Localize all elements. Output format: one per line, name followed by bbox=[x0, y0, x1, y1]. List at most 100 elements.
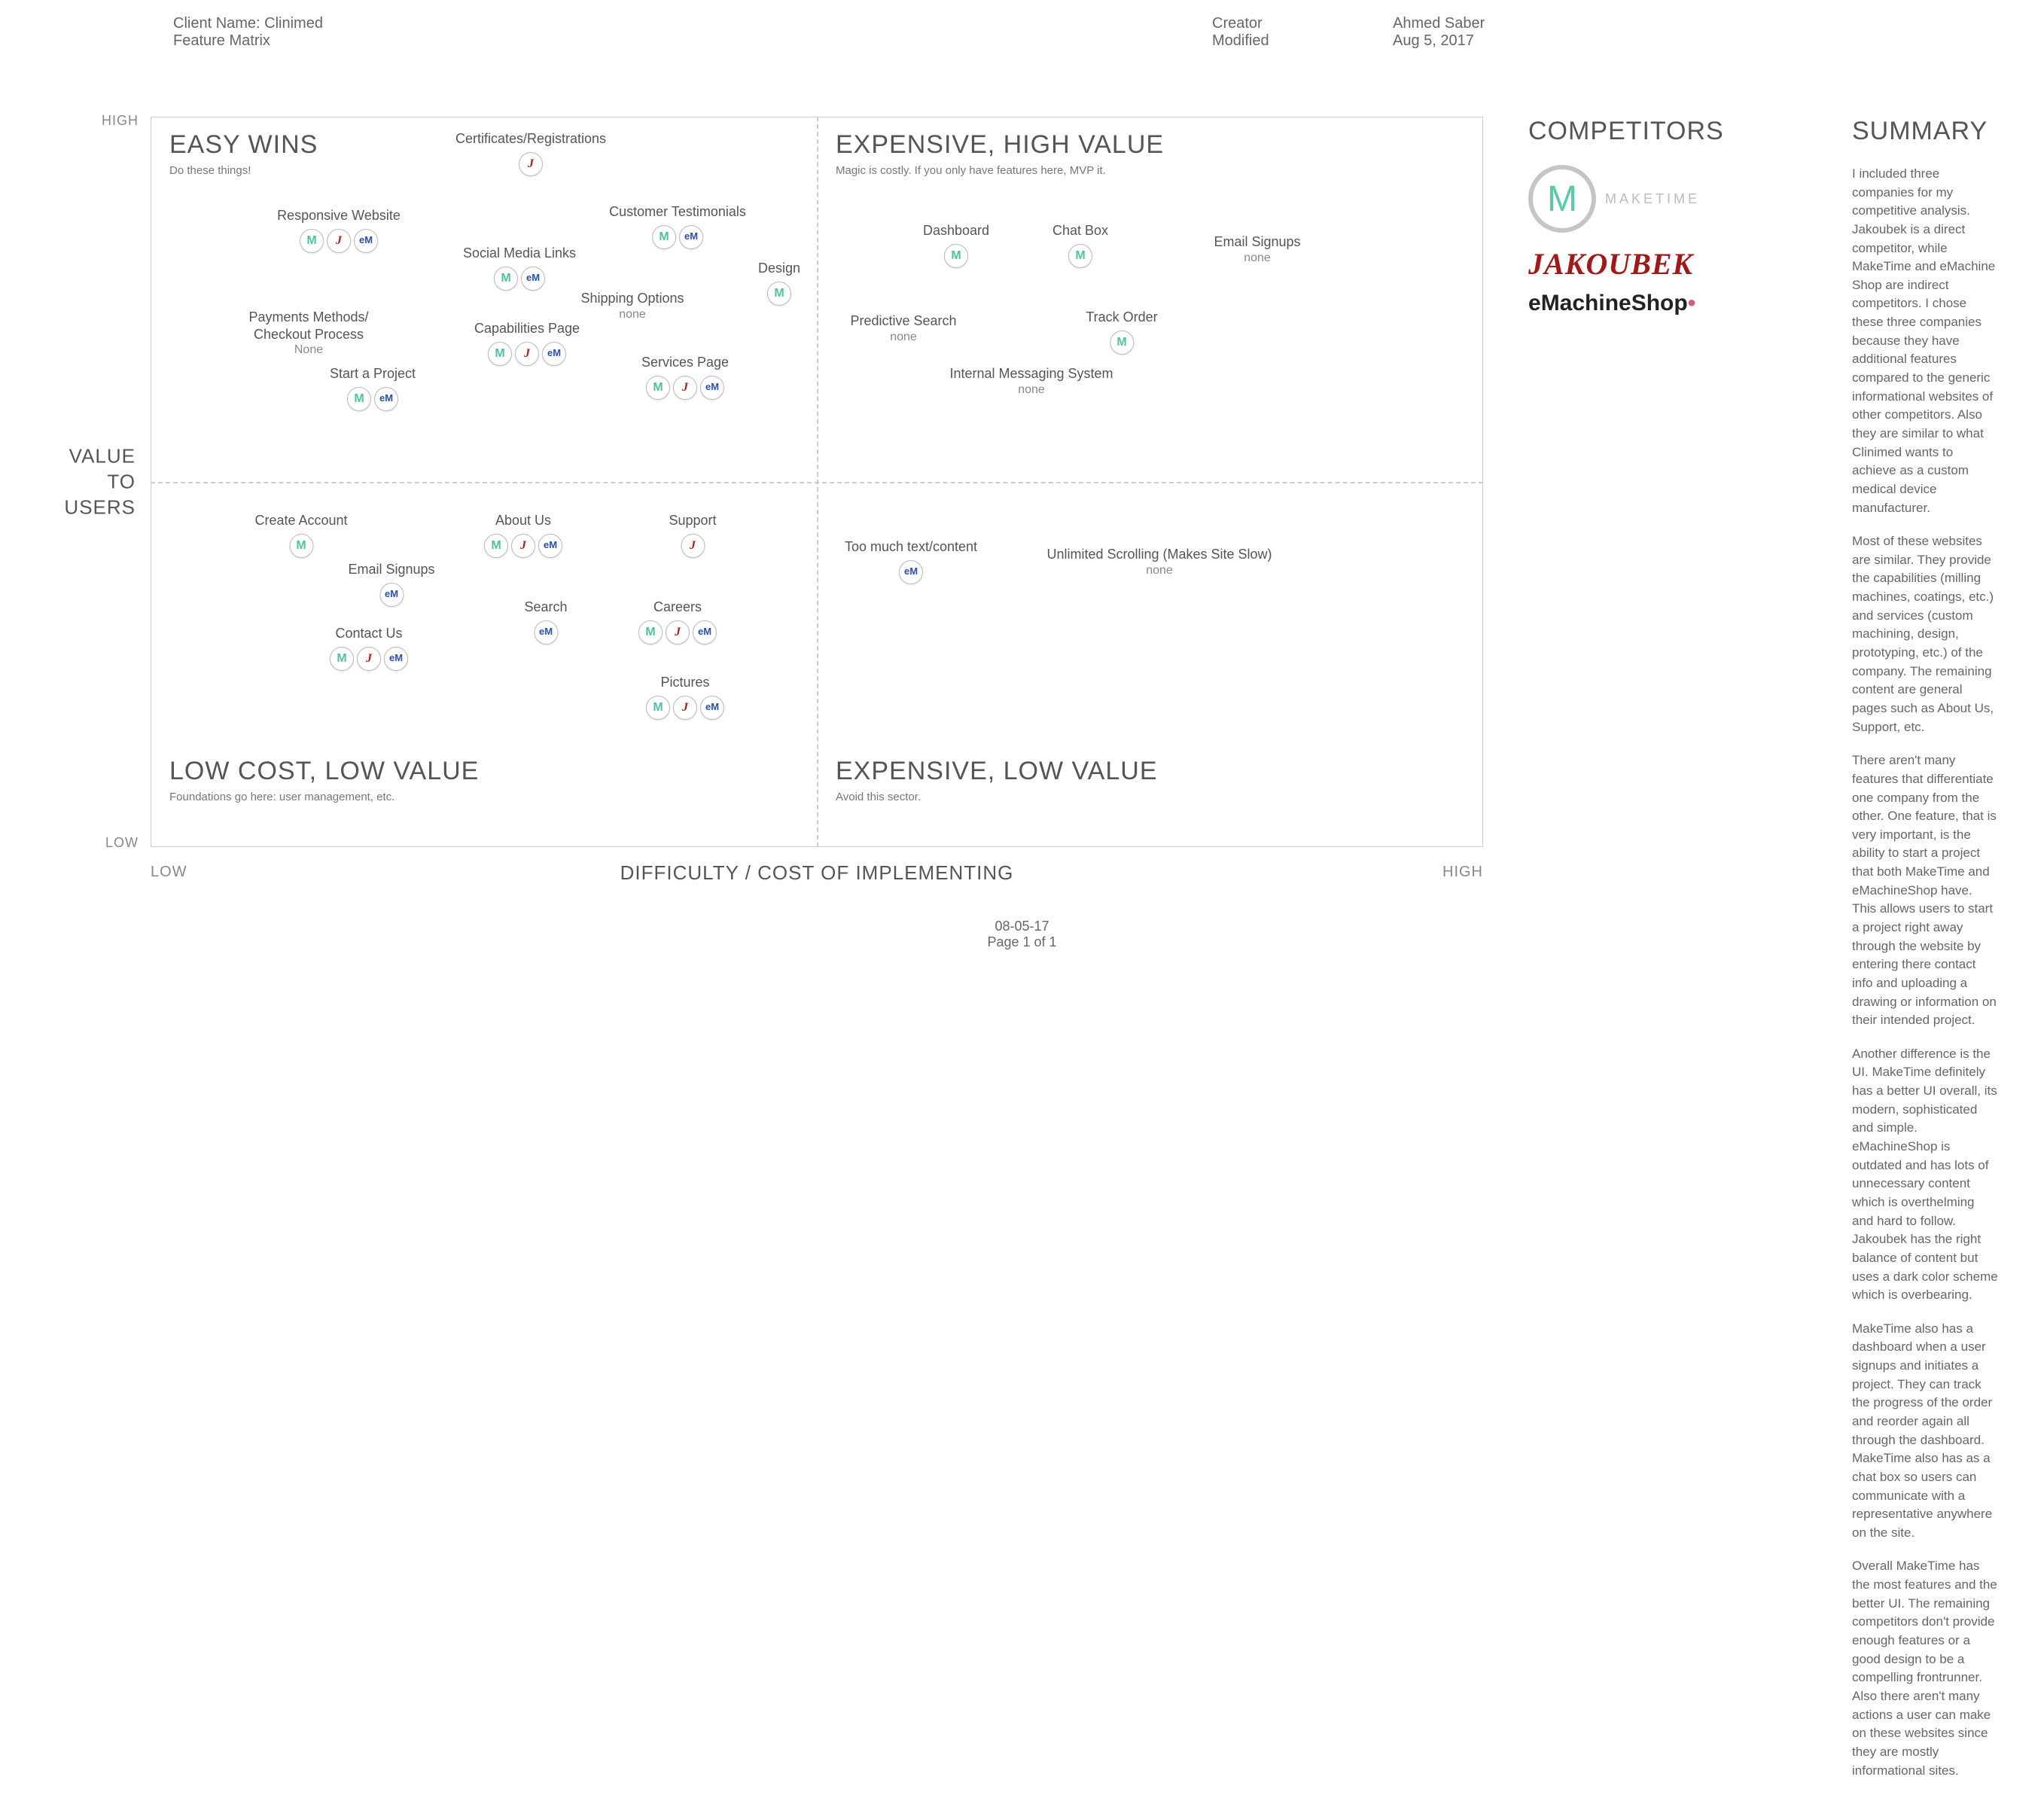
feature-aboutus: About UsMJeM bbox=[484, 512, 562, 558]
emachineshop-icon: eM bbox=[384, 647, 408, 671]
feature-services: Services Page MJeM bbox=[641, 354, 729, 400]
client-name: Client Name: Clinimed bbox=[173, 15, 323, 32]
emachineshop-icon: eM bbox=[354, 229, 378, 253]
feature-icons: eM bbox=[524, 620, 567, 645]
feature-label: Internal Messaging System bbox=[949, 365, 1113, 382]
feature-sublabel: none bbox=[949, 382, 1113, 398]
feature-icons: eM bbox=[348, 583, 434, 607]
feature-testimonials: Customer Testimonials MeM bbox=[609, 203, 746, 249]
emachineshop-icon: eM bbox=[693, 620, 717, 645]
feature-icons: MeM bbox=[463, 267, 576, 291]
logo-maketime: M MAKETIME bbox=[1528, 165, 1807, 233]
feature-icons: MeM bbox=[330, 387, 416, 411]
footer-page: Page 1 of 1 bbox=[987, 934, 1056, 950]
emachineshop-icon: eM bbox=[379, 583, 404, 607]
priority-matrix: HIGH LOW LOW HIGH DIFFICULTY / COST OF I… bbox=[151, 117, 1483, 847]
summary-paragraph: Another difference is the UI. MakeTime d… bbox=[1852, 1045, 1999, 1305]
feature-label: Track Order bbox=[1086, 309, 1157, 326]
feature-icons: MJeM bbox=[484, 534, 562, 558]
x-axis-low: LOW bbox=[151, 864, 187, 881]
modified-label: Modified bbox=[1212, 32, 1269, 50]
x-axis-label: DIFFICULTY / COST OF IMPLEMENTING bbox=[620, 861, 1014, 885]
feature-sublabel: None bbox=[248, 343, 368, 358]
feature-label: Shipping Options bbox=[580, 290, 684, 307]
summary-panel: SUMMARY I included three companies for m… bbox=[1852, 117, 1999, 1795]
feature-label: Services Page bbox=[641, 354, 729, 371]
feature-toomuch: Too much text/content eM bbox=[845, 538, 977, 584]
feature-icons: MJeM bbox=[641, 376, 729, 400]
feature-icons: MJeM bbox=[474, 342, 580, 366]
competitors-title: COMPETITORS bbox=[1528, 117, 1807, 146]
feature-icons: M bbox=[758, 282, 800, 306]
maketime-icon: M bbox=[1110, 331, 1134, 355]
feature-label: Email Signups bbox=[348, 561, 434, 578]
jakoubek-icon: J bbox=[673, 696, 697, 720]
summary-paragraph: Overall MakeTime has the most features a… bbox=[1852, 1557, 1999, 1780]
quadrant-expensive-high: EXPENSIVE, HIGH VALUE Magic is costly. I… bbox=[836, 130, 1164, 177]
emachineshop-icon: eM bbox=[538, 534, 562, 558]
feature-resp: Responsive WebsiteMJeM bbox=[277, 207, 401, 253]
feature-sublabel: none bbox=[580, 307, 684, 322]
feature-emailsignups: Email Signups eM bbox=[348, 561, 434, 607]
feature-scroll: Unlimited Scrolling (Makes Site Slow)non… bbox=[1046, 546, 1272, 578]
feature-sublabel: none bbox=[1046, 563, 1272, 578]
feature-internal: Internal Messaging Systemnone bbox=[949, 365, 1113, 398]
feature-icons: M bbox=[254, 534, 347, 558]
maketime-icon: M bbox=[638, 620, 663, 645]
y-axis-low: LOW bbox=[105, 835, 139, 851]
feature-icons: J bbox=[455, 152, 606, 176]
emachineshop-icon: eM bbox=[521, 267, 545, 291]
feature-icons: MJeM bbox=[646, 696, 724, 720]
summary-title: SUMMARY bbox=[1852, 117, 1999, 146]
feature-label: Social Media Links bbox=[463, 245, 576, 262]
feature-icons: M bbox=[1086, 331, 1157, 355]
feature-label: Capabilities Page bbox=[474, 320, 580, 337]
feature-icons: M bbox=[923, 244, 989, 268]
maketime-icon: M bbox=[1068, 244, 1092, 268]
jakoubek-icon: J bbox=[515, 342, 539, 366]
feature-certs: Certificates/RegistrationsJ bbox=[455, 130, 606, 176]
logo-jakoubek: JAKOUBEK bbox=[1528, 246, 1807, 282]
maketime-icon: M bbox=[289, 534, 313, 558]
feature-label: Payments Methods/ Checkout Process bbox=[248, 309, 368, 343]
feature-label: Customer Testimonials bbox=[609, 203, 746, 221]
maketime-icon: M bbox=[347, 387, 371, 411]
quadrant-easy-wins: EASY WINS Do these things! bbox=[169, 130, 318, 177]
feature-icons: eM bbox=[845, 560, 977, 584]
feature-contactus: Contact UsMJeM bbox=[330, 625, 408, 671]
jakoubek-icon: J bbox=[681, 534, 705, 558]
feature-label: Create Account bbox=[254, 512, 347, 529]
feature-capabilities: Capabilities Page MJeM bbox=[474, 320, 580, 366]
page-footer: 08-05-17 Page 1 of 1 bbox=[987, 919, 1056, 950]
feature-chat: Chat BoxM bbox=[1052, 222, 1108, 268]
emachineshop-icon: eM bbox=[700, 696, 724, 720]
maketime-icon: M bbox=[488, 342, 512, 366]
maketime-icon: M bbox=[646, 376, 670, 400]
emachineshop-icon: eM bbox=[899, 560, 923, 584]
summary-paragraph: MakeTime also has a dashboard when a use… bbox=[1852, 1320, 1999, 1543]
emachineshop-icon: eM bbox=[679, 225, 703, 249]
matrix-divider-horizontal bbox=[151, 482, 1483, 483]
feature-project: Start a Project MeM bbox=[330, 365, 416, 411]
jakoubek-icon: J bbox=[519, 152, 543, 176]
feature-design: DesignM bbox=[758, 260, 800, 306]
maketime-icon: M bbox=[484, 534, 508, 558]
feature-label: Dashboard bbox=[923, 222, 989, 239]
y-axis-high: HIGH bbox=[102, 113, 139, 129]
footer-date: 08-05-17 bbox=[987, 919, 1056, 934]
feature-emailsignups2: Email Signupsnone bbox=[1214, 233, 1300, 266]
feature-label: Too much text/content bbox=[845, 538, 977, 556]
feature-label: Start a Project bbox=[330, 365, 416, 382]
feature-dashboard: Dashboard M bbox=[923, 222, 989, 268]
feature-icons: MJeM bbox=[330, 647, 408, 671]
feature-icons: MeM bbox=[609, 225, 746, 249]
feature-label: Pictures bbox=[646, 674, 724, 691]
quadrant-low-cost-low: LOW COST, LOW VALUE Foundations go here:… bbox=[169, 738, 479, 803]
emachineshop-icon: eM bbox=[534, 620, 558, 645]
feature-support: SupportJ bbox=[669, 512, 716, 558]
x-axis-high: HIGH bbox=[1442, 864, 1483, 881]
summary-paragraph: There aren't many features that differen… bbox=[1852, 751, 1999, 1030]
jakoubek-icon: J bbox=[511, 534, 535, 558]
feature-icons: J bbox=[669, 534, 716, 558]
summary-paragraph: I included three companies for my compet… bbox=[1852, 165, 1999, 517]
